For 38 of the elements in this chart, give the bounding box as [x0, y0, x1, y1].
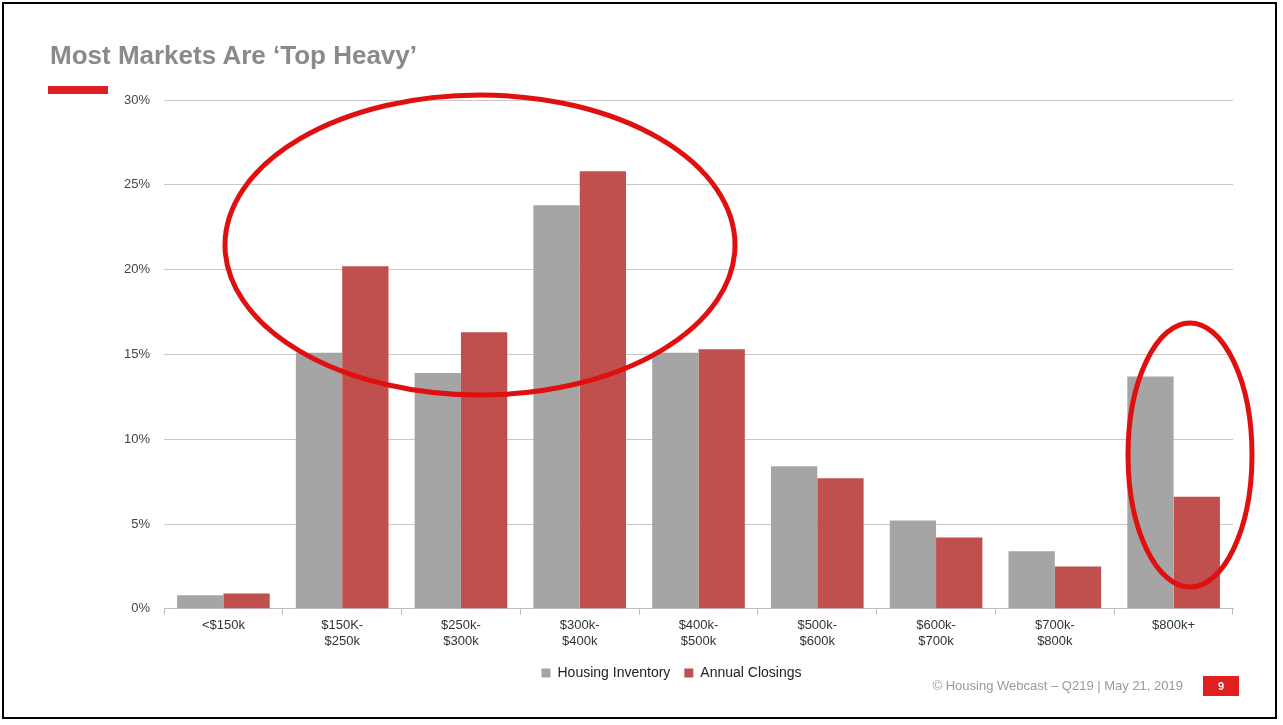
bar — [1173, 496, 1220, 609]
bar — [889, 520, 937, 609]
x-tick-label: $600k-$700k — [916, 617, 956, 648]
bar — [177, 595, 224, 609]
x-tick-label: $150K-$250k — [321, 617, 364, 648]
bar — [1008, 551, 1055, 609]
x-tick-label: $700k-$800k — [1034, 617, 1075, 648]
y-tick-label: 25% — [123, 176, 151, 192]
y-tick-label: 5% — [131, 515, 151, 531]
bar — [936, 537, 983, 609]
x-tick-label: $500k-$600k — [797, 617, 838, 648]
bar — [295, 352, 343, 609]
chart-title: Most Markets Are ‘Top Heavy’ — [50, 40, 417, 71]
bar — [1054, 566, 1102, 609]
bar — [652, 352, 699, 609]
bar — [698, 349, 745, 609]
bar — [223, 593, 270, 609]
bar — [460, 332, 508, 609]
bar — [817, 478, 864, 609]
text: © Housing Webcast – Q219 | May 21, 2019 — [932, 678, 1183, 693]
x-tick-label: $800k+ — [1152, 617, 1196, 633]
x-tick-label: $250k-$300k — [441, 617, 481, 648]
y-tick-label: 30% — [123, 91, 151, 107]
bar — [342, 266, 389, 609]
legend-label: Housing Inventory — [557, 663, 671, 680]
text: 9 — [1203, 676, 1239, 696]
y-tick-label: 15% — [123, 345, 151, 361]
y-tick-label: 0% — [131, 600, 151, 616]
x-tick-label: $300k-$400k — [559, 617, 600, 648]
x-tick-label: $400k-$500k — [678, 617, 719, 648]
bar — [579, 171, 627, 609]
y-tick-label: 20% — [123, 261, 151, 277]
legend-label: Annual Closings — [700, 663, 802, 680]
x-tick-label: <$150k — [201, 617, 246, 633]
bar — [533, 205, 580, 609]
y-tick-label: 10% — [123, 430, 151, 446]
bar — [414, 373, 461, 609]
bar — [770, 466, 818, 609]
